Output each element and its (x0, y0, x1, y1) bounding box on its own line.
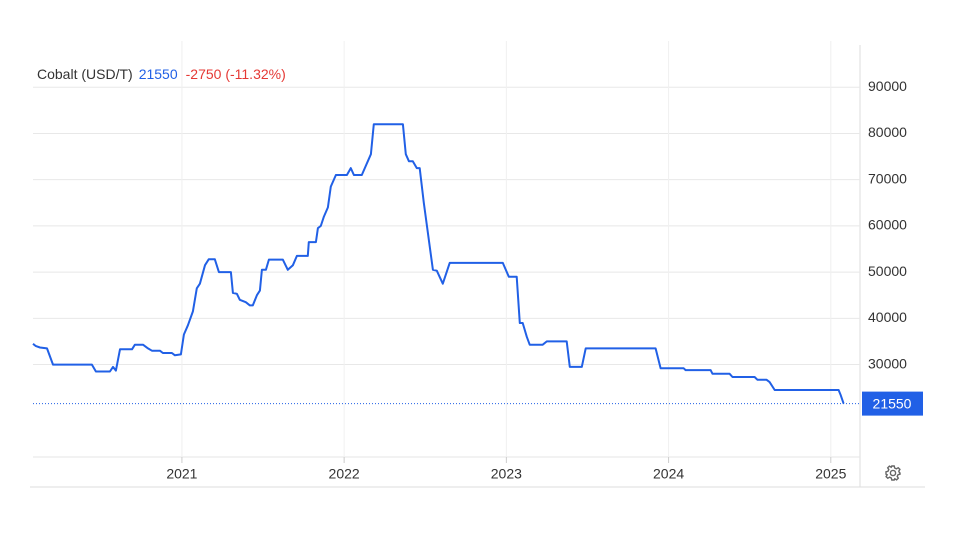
y-tick-label: 50000 (868, 263, 907, 279)
y-tick-label: 90000 (868, 78, 907, 94)
last-price-label: 21550 (873, 395, 912, 411)
y-tick-label: 40000 (868, 309, 907, 325)
price-change: -2750 (-11.32%) (186, 66, 286, 82)
price-line (32, 123, 845, 404)
y-tick-label: 70000 (868, 170, 907, 186)
chart-title: Cobalt (USD/T) (37, 66, 133, 82)
x-tick-label: 2021 (166, 466, 197, 482)
chart-header: Cobalt (USD/T) 21550 -2750 (-11.32%) (37, 66, 286, 82)
y-tick-label: 60000 (868, 217, 907, 233)
last-price-box (862, 391, 923, 416)
last-price: 21550 (139, 66, 178, 82)
x-tick-label: 2025 (815, 466, 846, 482)
x-tick-label: 2024 (653, 466, 684, 482)
x-tick-label: 2022 (329, 466, 360, 482)
settings-icon[interactable] (885, 465, 901, 481)
y-tick-label: 80000 (868, 124, 907, 140)
y-tick-label: 30000 (868, 355, 907, 371)
x-tick-label: 2023 (491, 466, 522, 482)
